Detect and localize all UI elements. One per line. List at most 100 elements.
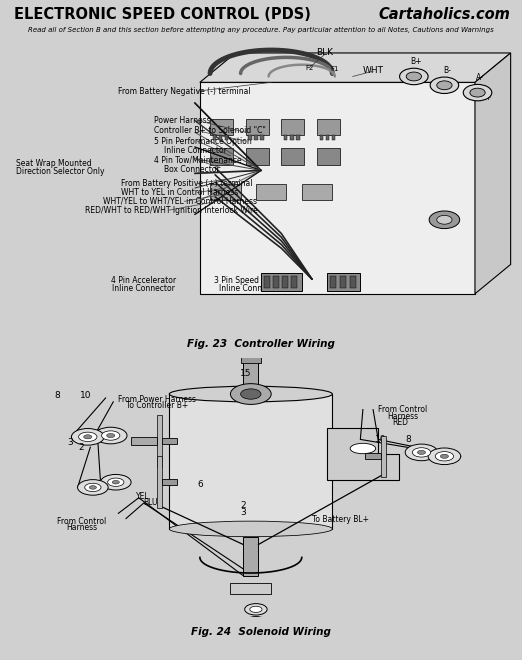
Circle shape xyxy=(79,432,97,442)
Bar xyxy=(330,276,336,288)
Bar xyxy=(327,273,360,291)
Text: B+: B+ xyxy=(411,57,422,66)
Ellipse shape xyxy=(169,521,333,537)
Bar xyxy=(230,583,271,594)
Text: Seat Wrap Mounted: Seat Wrap Mounted xyxy=(17,158,92,168)
Circle shape xyxy=(241,389,261,399)
Ellipse shape xyxy=(169,386,333,402)
Bar xyxy=(381,436,386,477)
Circle shape xyxy=(406,72,421,81)
Bar xyxy=(210,119,233,135)
Bar xyxy=(157,456,162,508)
Circle shape xyxy=(429,211,460,228)
Text: Inline Connector: Inline Connector xyxy=(164,147,227,155)
Text: Fig. 24  Solenoid Wiring: Fig. 24 Solenoid Wiring xyxy=(191,627,331,638)
Bar xyxy=(317,148,340,164)
Bar xyxy=(162,438,177,444)
Bar xyxy=(272,276,279,288)
Text: 5 Pin Performance Option: 5 Pin Performance Option xyxy=(154,137,252,146)
Bar xyxy=(210,183,241,200)
Circle shape xyxy=(405,444,438,461)
Circle shape xyxy=(437,215,452,224)
Text: Harness: Harness xyxy=(387,412,419,420)
Text: From Power Harness: From Power Harness xyxy=(118,395,196,404)
Text: B+: B+ xyxy=(411,77,422,85)
Bar xyxy=(212,135,216,140)
Text: 15: 15 xyxy=(240,369,252,378)
Bar xyxy=(332,135,335,140)
Text: 10: 10 xyxy=(79,391,91,400)
Text: 6: 6 xyxy=(197,480,203,489)
Text: 2: 2 xyxy=(79,443,85,451)
Text: 3: 3 xyxy=(67,438,73,447)
Bar xyxy=(261,273,302,291)
Circle shape xyxy=(245,604,267,615)
Bar xyxy=(243,355,258,386)
Text: WHT/YEL to WHT/YEL in Control Harness: WHT/YEL to WHT/YEL in Control Harness xyxy=(103,197,257,206)
Circle shape xyxy=(78,480,108,495)
Bar xyxy=(365,453,381,459)
Circle shape xyxy=(418,450,425,455)
Text: 10: 10 xyxy=(375,435,386,444)
Text: Fig. 23  Controller Wiring: Fig. 23 Controller Wiring xyxy=(187,339,335,349)
Bar xyxy=(246,119,269,135)
Text: A-: A- xyxy=(484,92,492,102)
Text: Cartaholics.com: Cartaholics.com xyxy=(379,7,511,22)
Bar xyxy=(219,135,222,140)
Bar xyxy=(282,276,288,288)
Bar xyxy=(254,135,258,140)
Bar xyxy=(210,148,233,164)
Text: 3 Pin Speed Sensor: 3 Pin Speed Sensor xyxy=(214,276,288,285)
Bar xyxy=(281,148,304,164)
Circle shape xyxy=(430,77,459,94)
Text: WHT: WHT xyxy=(363,66,384,75)
Text: 4 Pin Accelerator: 4 Pin Accelerator xyxy=(111,276,176,285)
Text: From Control: From Control xyxy=(57,517,106,525)
Circle shape xyxy=(102,431,120,440)
Text: YEL: YEL xyxy=(136,492,150,501)
Circle shape xyxy=(441,454,448,458)
Bar xyxy=(296,135,300,140)
Circle shape xyxy=(428,448,461,465)
Bar xyxy=(350,276,356,288)
Bar xyxy=(225,135,229,140)
Circle shape xyxy=(101,475,131,490)
Text: To Battery BL+: To Battery BL+ xyxy=(312,515,369,524)
Circle shape xyxy=(437,81,452,90)
Bar xyxy=(162,479,177,485)
Circle shape xyxy=(108,478,124,486)
Text: B-: B- xyxy=(448,85,456,94)
Text: Harness: Harness xyxy=(66,523,98,532)
Text: Read all of Section B and this section before attempting any procedure. Pay part: Read all of Section B and this section b… xyxy=(28,27,494,33)
Ellipse shape xyxy=(350,444,376,453)
Bar xyxy=(340,276,346,288)
Text: Power Harness: Power Harness xyxy=(154,116,211,125)
Circle shape xyxy=(245,616,267,628)
Bar xyxy=(291,276,297,288)
Text: RED: RED xyxy=(393,418,408,427)
Text: WHT to YEL in Control Harness: WHT to YEL in Control Harness xyxy=(121,188,238,197)
Bar xyxy=(131,437,157,445)
Text: RED/WHT to RED/WHT Ignition Interlock Wire: RED/WHT to RED/WHT Ignition Interlock Wi… xyxy=(85,206,258,214)
Bar xyxy=(290,135,293,140)
Circle shape xyxy=(112,480,120,484)
Bar xyxy=(246,148,269,164)
Circle shape xyxy=(470,88,485,97)
Bar xyxy=(256,183,287,200)
Circle shape xyxy=(250,619,262,626)
Bar xyxy=(248,135,252,140)
Circle shape xyxy=(399,68,428,84)
Text: F1: F1 xyxy=(330,66,339,72)
Circle shape xyxy=(84,435,92,439)
Polygon shape xyxy=(200,82,475,294)
Text: From Battery Positive (+) terminal: From Battery Positive (+) terminal xyxy=(121,179,253,188)
Text: 4 Pin Tow/Maintenance: 4 Pin Tow/Maintenance xyxy=(154,156,242,164)
Circle shape xyxy=(435,451,454,461)
Text: Box Connector: Box Connector xyxy=(164,166,220,174)
Circle shape xyxy=(89,486,97,489)
Text: BLK: BLK xyxy=(316,48,333,57)
Text: From Battery Negative (-) terminal: From Battery Negative (-) terminal xyxy=(118,86,251,96)
Circle shape xyxy=(230,383,271,405)
Text: From Control: From Control xyxy=(378,405,428,414)
Bar xyxy=(317,119,340,135)
